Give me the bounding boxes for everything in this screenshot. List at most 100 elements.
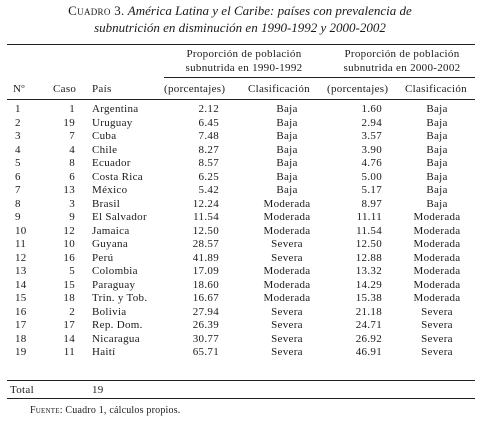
cell-porcentaje-1990: 27.94 — [192, 305, 219, 318]
cell-caso: 13 — [63, 184, 75, 196]
cell-caso: 2 — [69, 305, 75, 318]
cell-clasificacion-2000: Severa — [421, 332, 453, 345]
cell-pais: Ecuador — [92, 157, 131, 169]
cell-clasificacion-1990: Baja — [276, 184, 298, 196]
cell-n: 7 — [15, 184, 21, 196]
cell-porcentaje-1990: 5.42 — [198, 184, 219, 196]
cell-porcentaje-2000: 14.29 — [355, 278, 382, 291]
cell-caso: 10 — [63, 238, 75, 250]
column-header-clasificacion-1990: Clasificación — [248, 83, 310, 95]
cell-pais: Colombia — [92, 265, 138, 277]
caption-lead: Cuadro 3. — [68, 3, 125, 18]
cell-clasificacion-1990: Baja — [276, 143, 298, 156]
table-body: 1 1 Argentina 2.12 Baja 1.60 Baja 2 19 Uruguay 6.4… — [0, 103, 480, 360]
table-row: 14 15 Paraguay 18.60 Moderada 14.29 Moderada — [0, 279, 480, 293]
cell-n: 14 — [15, 278, 27, 291]
cell-porcentaje-2000: 46.91 — [355, 346, 382, 358]
cell-n: 2 — [15, 116, 21, 129]
cell-n: 12 — [15, 251, 27, 264]
cell-pais: Guyana — [92, 238, 129, 250]
table-row: 17 17 Rep. Dom. 26.39 Severa 24.71 Severa — [0, 319, 480, 333]
cell-clasificacion-1990: Severa — [271, 238, 303, 250]
cell-clasificacion-2000: Severa — [421, 346, 453, 358]
cell-n: 17 — [15, 319, 27, 331]
source-note: Fuente: Cuadro 1, cálculos propios. — [30, 405, 181, 416]
cell-porcentaje-1990: 8.27 — [198, 143, 219, 156]
cell-clasificacion-1990: Baja — [276, 103, 298, 115]
cell-n: 13 — [15, 265, 27, 277]
cell-caso: 1 — [69, 103, 75, 115]
cell-porcentaje-2000: 12.50 — [355, 238, 382, 250]
top-rule — [7, 44, 475, 45]
cell-porcentaje-1990: 26.39 — [192, 319, 219, 331]
cell-caso: 6 — [69, 170, 75, 183]
table-row: 19 11 Haití 65.71 Severa 46.91 Severa — [0, 346, 480, 360]
table-row: 18 14 Nicaragua 30.77 Severa 26.92 Severa — [0, 333, 480, 347]
cell-n: 15 — [15, 292, 27, 304]
cell-porcentaje-2000: 26.92 — [355, 332, 382, 345]
cell-clasificacion-2000: Moderada — [413, 251, 461, 264]
cell-pais: Brasil — [92, 197, 121, 210]
cell-n: 3 — [15, 130, 21, 142]
cell-porcentaje-2000: 3.57 — [361, 130, 382, 142]
total-rule — [7, 380, 475, 381]
header-rule — [7, 99, 475, 100]
cell-clasificacion-1990: Moderada — [263, 224, 311, 237]
cell-caso: 18 — [63, 292, 75, 304]
cell-porcentaje-1990: 65.71 — [192, 346, 219, 358]
cell-porcentaje-1990: 30.77 — [192, 332, 219, 345]
cell-clasificacion-1990: Severa — [271, 305, 303, 318]
table-row: 1 1 Argentina 2.12 Baja 1.60 Baja — [0, 103, 480, 117]
cell-pais: Nicaragua — [92, 332, 140, 345]
cell-porcentaje-2000: 13.32 — [355, 265, 382, 277]
cell-clasificacion-2000: Baja — [426, 143, 448, 156]
group-header-2000: Proporción de población subnutrida en 20… — [328, 47, 476, 75]
cell-porcentaje-1990: 6.45 — [198, 116, 219, 129]
cell-porcentaje-2000: 8.97 — [361, 197, 382, 210]
cell-clasificacion-1990: Moderada — [263, 211, 311, 223]
table-row: 3 7 Cuba 7.48 Baja 3.57 Baja — [0, 130, 480, 144]
cell-caso: 8 — [69, 157, 75, 169]
cell-porcentaje-1990: 28.57 — [192, 238, 219, 250]
table-row: 10 12 Jamaica 12.50 Moderada 11.54 Moderada — [0, 225, 480, 239]
cell-porcentaje-2000: 3.90 — [361, 143, 382, 156]
table-row: 2 19 Uruguay 6.45 Baja 2.94 Baja — [0, 117, 480, 131]
cell-caso: 9 — [69, 211, 75, 223]
group-header-1990-line-1: Proporción de población — [186, 48, 302, 60]
column-header-pais: País — [92, 83, 112, 95]
cell-clasificacion-1990: Baja — [276, 157, 298, 169]
total-value: 19 — [92, 384, 104, 396]
cell-porcentaje-2000: 1.60 — [361, 103, 382, 115]
cell-caso: 12 — [63, 224, 75, 237]
column-header-porcentajes-2000: (porcentajes) — [327, 83, 389, 95]
cell-caso: 19 — [63, 116, 75, 129]
cell-n: 6 — [15, 170, 21, 183]
cell-caso: 7 — [69, 130, 75, 142]
cell-porcentaje-2000: 15.38 — [355, 292, 382, 304]
cell-n: 9 — [15, 211, 21, 223]
cell-clasificacion-2000: Moderada — [413, 238, 461, 250]
cell-porcentaje-2000: 21.18 — [355, 305, 382, 318]
group-header-rule — [164, 77, 475, 78]
cell-porcentaje-1990: 17.09 — [192, 265, 219, 277]
cell-pais: Argentina — [92, 103, 139, 115]
table-row: 11 10 Guyana 28.57 Severa 12.50 Moderada — [0, 238, 480, 252]
table-row: 7 13 México 5.42 Baja 5.17 Baja — [0, 184, 480, 198]
cell-pais: Perú — [92, 251, 114, 264]
cell-clasificacion-1990: Baja — [276, 130, 298, 142]
cell-pais: México — [92, 184, 128, 196]
cell-clasificacion-2000: Baja — [426, 157, 448, 169]
cell-n: 1 — [15, 103, 21, 115]
cell-clasificacion-2000: Baja — [426, 184, 448, 196]
cell-clasificacion-2000: Moderada — [413, 211, 461, 223]
cell-pais: Uruguay — [92, 116, 133, 129]
column-header-caso: Caso — [53, 83, 77, 95]
cell-clasificacion-1990: Baja — [276, 170, 298, 183]
cell-clasificacion-2000: Moderada — [413, 278, 461, 291]
column-header-clasificacion-2000: Clasificación — [405, 83, 467, 95]
cell-porcentaje-2000: 11.11 — [356, 211, 382, 223]
cell-n: 10 — [15, 224, 27, 237]
table-row: 9 9 El Salvador 11.54 Moderada 11.11 Moderada — [0, 211, 480, 225]
cell-porcentaje-1990: 11.54 — [193, 211, 219, 223]
